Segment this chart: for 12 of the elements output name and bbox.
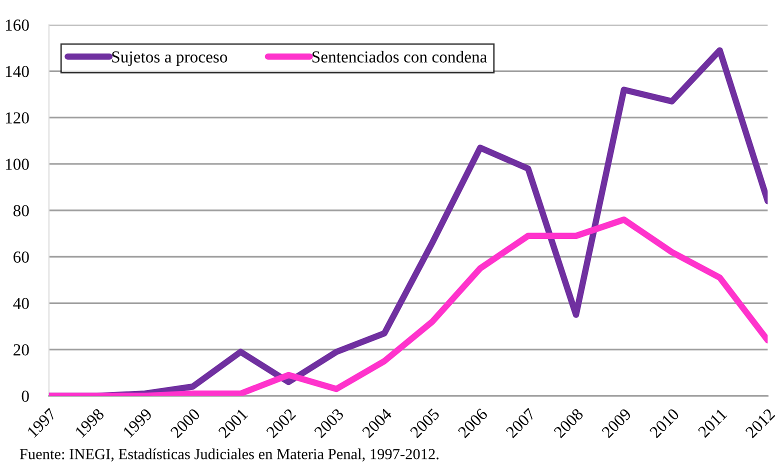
legend-label: Sujetos a proceso: [112, 51, 228, 66]
y-tick-label: 0: [22, 390, 29, 402]
y-tick-label: 100: [6, 158, 29, 170]
legend-label: Sentenciados con condena: [312, 50, 487, 63]
y-tick-label: 20: [14, 344, 29, 356]
y-tick-label: 160: [6, 20, 29, 31]
y-tick-label: 140: [6, 66, 29, 78]
y-tick-label: 60: [14, 251, 29, 263]
y-tick-label: 40: [13, 298, 29, 310]
y-tick-label: 80: [13, 205, 29, 216]
y-tick-label: 120: [6, 112, 29, 124]
source-note: Fuente: INEGI, Estadísticas Judiciales en Materia Penal, 1997-2012.: [20, 448, 438, 462]
